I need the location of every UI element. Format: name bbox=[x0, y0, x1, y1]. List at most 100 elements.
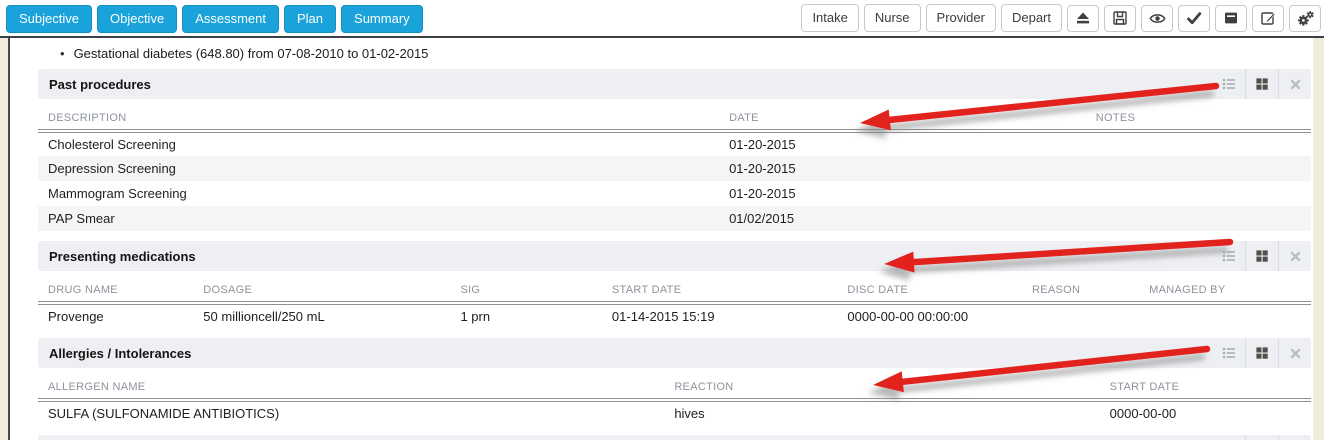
section-table: DESCRIPTION DATE NOTES Cholesterol Screeni… bbox=[38, 107, 1311, 231]
tab-summary[interactable]: Summary bbox=[341, 5, 423, 33]
confirm-button[interactable] bbox=[1178, 4, 1210, 32]
close-button[interactable] bbox=[1279, 69, 1311, 99]
close-button[interactable] bbox=[1279, 241, 1311, 271]
divider bbox=[1278, 435, 1279, 440]
toolbar-text-buttons: Intake Nurse Provider Depart bbox=[801, 4, 1062, 32]
section-presenting-medications: Presenting medications bbox=[38, 241, 1311, 328]
intake-button[interactable]: Intake bbox=[801, 4, 859, 32]
grid-view-button[interactable] bbox=[1246, 69, 1278, 99]
table-cell bbox=[910, 206, 1311, 231]
table-row[interactable]: Provenge 50 millioncell/250 mL 1 prn 01-14-… bbox=[38, 303, 1311, 328]
close-icon bbox=[1290, 251, 1300, 261]
table-row[interactable]: Cholesterol Screening 01-20-2015 bbox=[38, 131, 1311, 156]
divider bbox=[1245, 241, 1246, 271]
table-header-row: ALLERGEN NAME REACTION START DATE bbox=[38, 376, 1311, 402]
column-header-reason: REASON bbox=[1022, 279, 1140, 305]
table-cell: 0000-00-00 bbox=[1109, 406, 1177, 421]
section-tools bbox=[1213, 69, 1311, 99]
eye-icon bbox=[1148, 13, 1166, 23]
content-panel: • Gestational diabetes (648.80) from 07-… bbox=[8, 38, 1313, 440]
list-view-button[interactable] bbox=[1213, 241, 1245, 271]
section-past-procedures: Past procedures bbox=[38, 69, 1311, 231]
close-icon bbox=[1290, 348, 1300, 358]
column-header-description: DESCRIPTION bbox=[38, 107, 720, 133]
table-cell: Cholesterol Screening bbox=[48, 137, 176, 152]
preview-button[interactable] bbox=[1141, 4, 1173, 32]
table-cell: hives bbox=[674, 406, 705, 421]
top-toolbar: Subjective Objective Assessment Plan Summary… bbox=[0, 0, 1324, 36]
table-cell: Provenge bbox=[48, 309, 104, 324]
table-cell bbox=[910, 156, 1311, 181]
next-section-tools bbox=[1213, 435, 1311, 440]
table-cell: Mammogram Screening bbox=[48, 186, 187, 201]
tab-plan[interactable]: Plan bbox=[284, 5, 337, 33]
provider-button[interactable]: Provider bbox=[925, 4, 996, 32]
column-header-date: DATE bbox=[719, 107, 910, 133]
close-icon bbox=[1290, 79, 1300, 89]
grid-view-button[interactable] bbox=[1246, 241, 1278, 271]
column-header-start-date: START DATE bbox=[1099, 376, 1311, 402]
depart-button[interactable]: Depart bbox=[1000, 4, 1062, 32]
section-title: Presenting medications bbox=[49, 248, 196, 264]
table-cell: Depression Screening bbox=[48, 161, 176, 176]
settings-button[interactable] bbox=[1289, 4, 1321, 32]
divider bbox=[1278, 241, 1279, 271]
tab-assessment[interactable]: Assessment bbox=[182, 5, 279, 33]
save-button[interactable] bbox=[1104, 4, 1136, 32]
issue-text: Gestational diabetes (648.80) from 07-08… bbox=[73, 46, 429, 61]
divider bbox=[1245, 435, 1246, 440]
section-table: ALLERGEN NAME REACTION START DATE SULFA (S… bbox=[38, 376, 1311, 425]
column-header-disc-date: DISC DATE bbox=[837, 279, 1022, 305]
grid-view-button[interactable] bbox=[1246, 338, 1278, 368]
column-header-drug-name: DRUG NAME bbox=[38, 279, 194, 305]
divider bbox=[1278, 338, 1279, 368]
list-view-icon bbox=[1222, 347, 1235, 359]
section-tools bbox=[1213, 241, 1311, 271]
table-row[interactable]: SULFA (SULFONAMIDE ANTIBIOTICS) hives 0000… bbox=[38, 400, 1311, 425]
nurse-button[interactable]: Nurse bbox=[863, 4, 921, 32]
table-cell bbox=[1139, 303, 1311, 328]
table-cell: 01-14-2015 15:19 bbox=[611, 309, 715, 324]
section-header: Presenting medications bbox=[38, 241, 1311, 271]
divider bbox=[1245, 69, 1246, 99]
issue-list-item: • Gestational diabetes (648.80) from 07-… bbox=[10, 38, 1313, 68]
table-cell: 01-20-2015 bbox=[729, 186, 796, 201]
list-view-button[interactable] bbox=[1213, 69, 1245, 99]
grid-view-icon bbox=[1256, 78, 1268, 90]
table-cell: 01/02/2015 bbox=[729, 211, 795, 226]
table-header-row: DRUG NAME DOSAGE SIG START DATE DISC DATE REA… bbox=[38, 279, 1311, 305]
list-view-button[interactable] bbox=[1213, 338, 1245, 368]
column-header-reaction: REACTION bbox=[664, 376, 1100, 402]
table-cell bbox=[910, 181, 1311, 206]
archive-icon bbox=[1225, 12, 1237, 24]
table-cell: 01-20-2015 bbox=[729, 161, 796, 176]
edit-button[interactable] bbox=[1252, 4, 1284, 32]
grid-view-icon bbox=[1256, 347, 1268, 359]
toolbar-divider bbox=[0, 36, 1324, 38]
eject-button[interactable] bbox=[1067, 4, 1099, 32]
section-title: Past procedures bbox=[49, 76, 151, 92]
close-button[interactable] bbox=[1279, 338, 1311, 368]
tab-objective[interactable]: Objective bbox=[96, 5, 178, 33]
column-header-start-date: START DATE bbox=[601, 279, 838, 305]
divider bbox=[1278, 69, 1279, 99]
table-cell: 0000-00-00 00:00:00 bbox=[847, 309, 969, 324]
close-icon bbox=[1279, 435, 1311, 440]
grid-view-icon bbox=[1256, 250, 1268, 262]
tab-subjective[interactable]: Subjective bbox=[6, 5, 92, 33]
section-table: DRUG NAME DOSAGE SIG START DATE DISC DATE REA… bbox=[38, 279, 1311, 328]
table-cell: PAP Smear bbox=[48, 211, 115, 226]
table-row[interactable]: Depression Screening 01-20-2015 bbox=[38, 156, 1311, 181]
eject-icon bbox=[1077, 12, 1089, 24]
column-header-managed-by: MANAGED BY bbox=[1139, 279, 1311, 305]
edit-icon bbox=[1261, 12, 1276, 25]
list-view-icon bbox=[1213, 435, 1245, 440]
gears-icon bbox=[1297, 10, 1314, 26]
section-header: Allergies / Intolerances bbox=[38, 338, 1311, 368]
list-view-icon bbox=[1222, 250, 1235, 262]
table-header-row: DESCRIPTION DATE NOTES bbox=[38, 107, 1311, 133]
table-row[interactable]: Mammogram Screening 01-20-2015 bbox=[38, 181, 1311, 206]
table-row[interactable]: PAP Smear 01/02/2015 bbox=[38, 206, 1311, 231]
archive-button[interactable] bbox=[1215, 4, 1247, 32]
divider bbox=[1245, 338, 1246, 368]
